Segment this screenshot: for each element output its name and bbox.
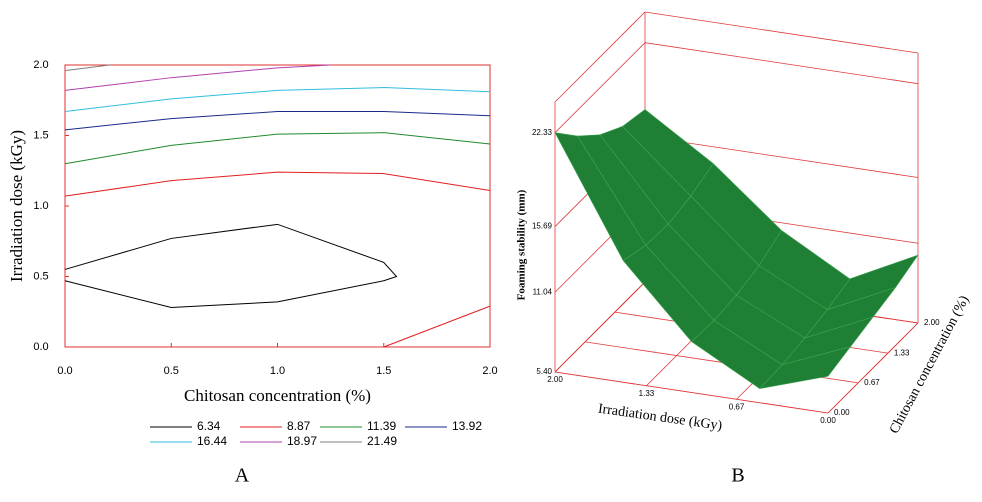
contour-line [64,111,491,131]
legend-label: 6.34 [197,419,221,433]
y-tick-label: 1.0 [33,200,48,212]
legend-label: 21.49 [367,434,397,448]
y-tick-label: 1.5 [33,129,48,141]
box-edge [644,11,919,54]
x-tick-label: 2.0 [482,365,497,377]
grid-line [644,136,919,178]
legend-label: 13.92 [452,419,482,433]
y-axis-title: Irradiation dose (kGy) [7,130,26,282]
contour-line [383,305,491,348]
z-tick-label: 15.69 [532,222,553,231]
grid-line [554,42,646,133]
x-tick-label: 0.0 [57,365,72,377]
contour-line [64,87,491,113]
z-axis-title: Foaming stability (mm) [516,189,528,300]
surface-patch [758,346,852,390]
x-tick-label: 0.5 [164,365,179,377]
y-tick-label: 0.5 [33,270,48,282]
grid-line [827,322,919,414]
contour-line [64,223,398,309]
x-tick-label: 2.00 [547,375,563,384]
legend-label: 8.87 [287,419,311,433]
y-axis-title: Chitosan concentration (%) [887,293,973,436]
plot-frame [64,64,491,348]
y-tick-label: 0.67 [864,378,880,387]
legend-label: 18.97 [287,434,317,448]
x-tick-label: 1.0 [270,365,285,377]
x-tick-label: 1.33 [639,389,655,398]
z-tick-label: 11.04 [533,287,553,296]
x-axis-title: Chitosan concentration (%) [184,386,371,405]
x-axis-title: Irradiation dose (kGy) [597,402,723,434]
grid-line [644,42,919,85]
contour-line [64,132,491,165]
y-tick-label: 2.00 [924,318,940,327]
y-tick-label: 1.33 [894,348,910,357]
contour-line [64,64,331,91]
grid-line [554,281,646,373]
x-tick-label: 0.00 [820,416,836,425]
contour-line [64,64,110,72]
legend-label: 16.44 [197,434,227,448]
legend-label: 11.39 [367,419,396,433]
x-tick-label: 0.67 [729,402,745,411]
box-edge [554,11,646,103]
panel-caption: A [235,465,250,487]
y-tick-label: 0.0 [33,341,48,353]
z-tick-label: 5.40 [536,367,552,376]
contour-line [64,171,491,197]
y-tick-label: 0.00 [834,408,850,417]
grid-line [554,371,829,414]
y-tick-label: 2.0 [33,59,48,71]
x-tick-label: 1.5 [376,365,391,377]
panel-caption: B [731,465,744,487]
z-tick-label: 22.33 [532,128,553,137]
